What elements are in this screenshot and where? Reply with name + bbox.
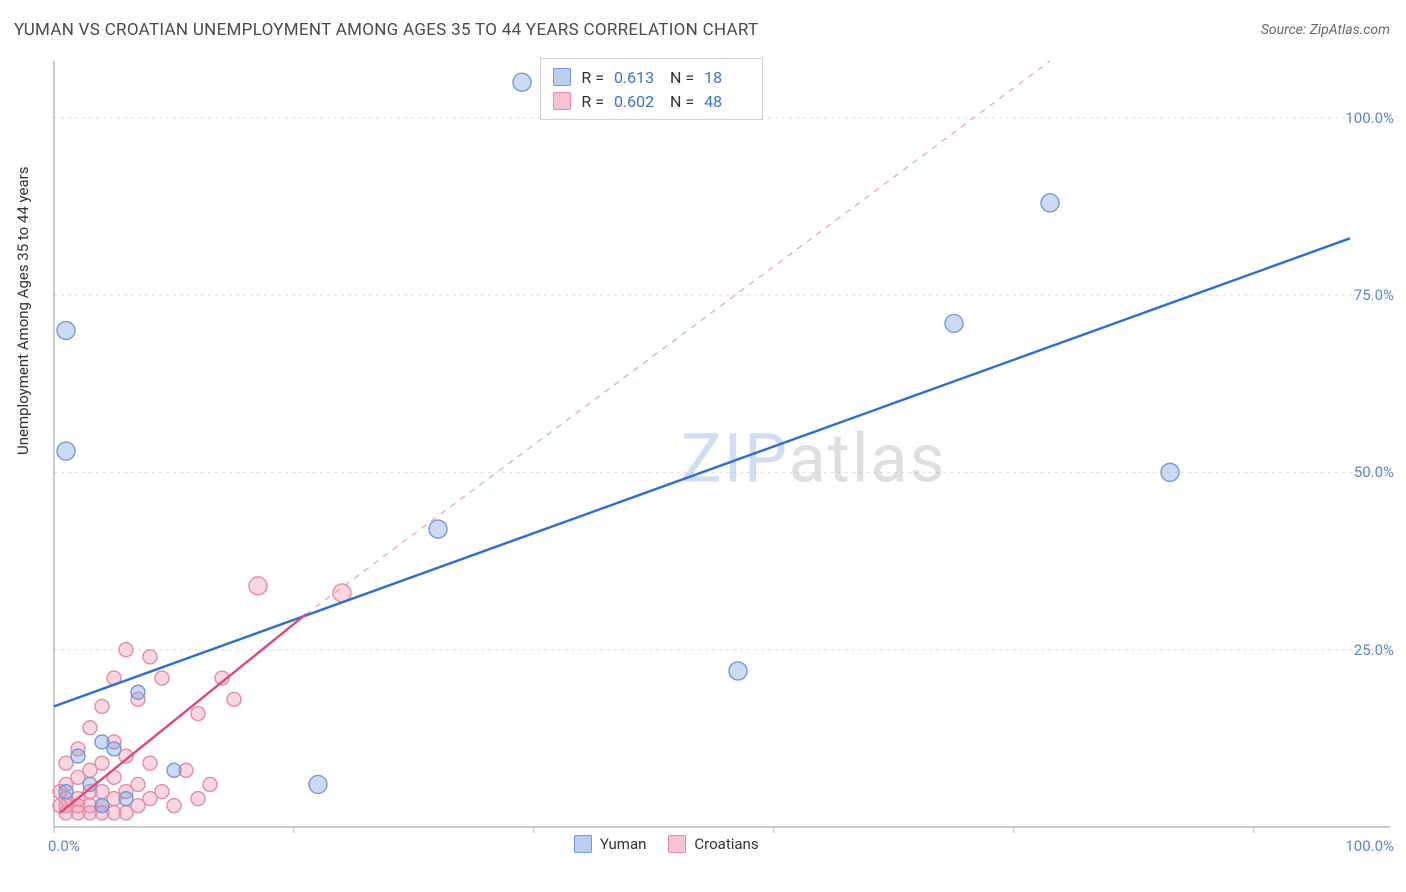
scatter-point (95, 799, 109, 813)
n-value: 18 (704, 68, 750, 87)
r-value: 0.613 (614, 68, 660, 87)
scatter-point (729, 662, 747, 680)
y-axis-label: Unemployment Among Ages 35 to 44 years (14, 167, 32, 455)
correlation-legend: R = 0.613 N = 18 R = 0.602 N = 48 (540, 58, 763, 120)
y-tick-label: 100.0% (1345, 109, 1394, 127)
scatter-point (57, 322, 75, 340)
legend-row: R = 0.602 N = 48 (553, 89, 750, 113)
scatter-point (119, 643, 133, 657)
scatter-point (119, 792, 133, 806)
r-value: 0.602 (614, 92, 660, 111)
legend-label: Yuman (600, 835, 647, 853)
legend-label: Croatians (694, 835, 758, 853)
scatter-point (155, 671, 169, 685)
scatter-point (119, 806, 133, 820)
scatter-point (143, 756, 157, 770)
x-tick-label: 100.0% (1345, 837, 1394, 855)
r-label: R = (581, 68, 604, 87)
scatter-point (167, 799, 181, 813)
n-label: N = (670, 68, 694, 87)
legend-swatch-icon (574, 835, 592, 853)
n-value: 48 (704, 92, 750, 111)
scatter-point (203, 777, 217, 791)
scatter-point (513, 73, 531, 91)
legend-row: R = 0.613 N = 18 (553, 65, 750, 89)
x-tick-label: 0.0% (48, 837, 80, 855)
scatter-plot: ZIPatlas (52, 55, 1390, 845)
y-tick-label: 25.0% (1354, 641, 1394, 659)
scatter-point (53, 799, 67, 813)
trend-line (60, 614, 306, 813)
scatter-point (143, 650, 157, 664)
scatter-point (83, 721, 97, 735)
y-tick-label: 75.0% (1354, 286, 1394, 304)
legend-swatch-icon (553, 92, 571, 110)
scatter-point (309, 775, 327, 793)
scatter-point (59, 785, 73, 799)
scatter-point (131, 685, 145, 699)
scatter-point (191, 792, 205, 806)
scatter-point (107, 742, 121, 756)
scatter-point (167, 763, 181, 777)
legend-item: Croatians (668, 835, 758, 853)
legend-item: Yuman (574, 835, 647, 853)
scatter-point (143, 792, 157, 806)
scatter-point (71, 749, 85, 763)
y-tick-label: 50.0% (1354, 463, 1394, 481)
scatter-point (191, 707, 205, 721)
plot-svg: ZIPatlas (52, 55, 1390, 845)
source-attribution: Source: ZipAtlas.com (1261, 22, 1390, 38)
scatter-point (57, 442, 75, 460)
series-legend: Yuman Croatians (574, 835, 759, 853)
legend-swatch-icon (553, 68, 571, 86)
scatter-point (227, 692, 241, 706)
chart-title: YUMAN VS CROATIAN UNEMPLOYMENT AMONG AGE… (14, 20, 758, 40)
scatter-point (249, 577, 267, 595)
legend-swatch-icon (668, 835, 686, 853)
scatter-point (429, 520, 447, 538)
watermark: ZIPatlas (681, 419, 947, 499)
scatter-point (95, 699, 109, 713)
r-label: R = (581, 92, 604, 111)
scatter-point (1161, 463, 1179, 481)
scatter-point (945, 314, 963, 332)
n-label: N = (670, 92, 694, 111)
scatter-point (1041, 194, 1059, 212)
